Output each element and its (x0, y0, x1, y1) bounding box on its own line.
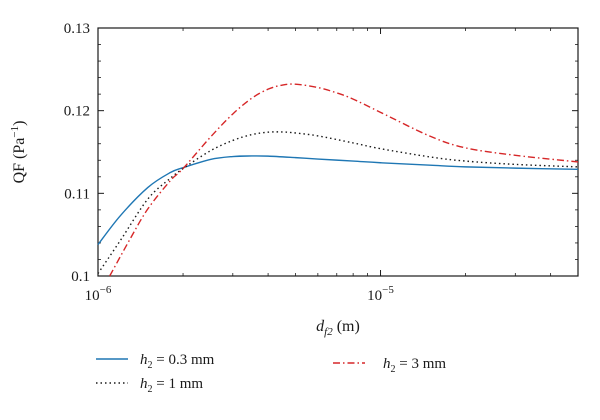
legend-item-h2-3mm: h2 = 3 mm (333, 356, 446, 375)
y-axis-label-close: ) (11, 121, 28, 126)
y-tick-label: 0.13 (64, 21, 90, 37)
legend-label-h2-1mm: h2 = 1 mm (140, 376, 203, 395)
axis-ticks (97, 27, 579, 277)
x-axis-label-sub: f2 (324, 326, 333, 338)
legend-item-h2-0.3mm: h2 = 0.3 mm (96, 352, 215, 371)
y-axis-label: QF (Pa−1) (9, 121, 28, 184)
series-line-2 (109, 83, 579, 277)
series-line-1 (97, 131, 579, 274)
legend-label-h2-3mm: h2 = 3 mm (383, 356, 446, 375)
x-tick-label: 10−5 (367, 284, 394, 304)
x-axis-label: df2 (m) (316, 318, 360, 338)
x-axis-label-unit: (m) (333, 318, 360, 335)
y-axis-label-sup: −1 (9, 126, 21, 138)
legend-item-h2-1mm: h2 = 1 mm (96, 376, 203, 395)
y-tick-label: 0.11 (64, 186, 90, 202)
series-line-0 (97, 155, 579, 246)
legend: h2 = 0.3 mm h2 = 3 mm h2 = 1 mm (96, 352, 446, 395)
y-tick-label: 0.12 (64, 104, 90, 120)
tick-labels: 0.1 0.11 0.12 0.13 10−6 10−5 (64, 21, 395, 304)
plot-frame (97, 27, 579, 277)
series-lines (97, 83, 579, 277)
y-tick-label: 0.1 (71, 269, 90, 285)
y-axis-label-main: QF (Pa (11, 138, 28, 184)
x-axis-label-main: d (316, 318, 325, 335)
legend-label-h2-0.3mm: h2 = 0.3 mm (140, 352, 215, 371)
x-tick-label: 10−6 (85, 284, 112, 304)
